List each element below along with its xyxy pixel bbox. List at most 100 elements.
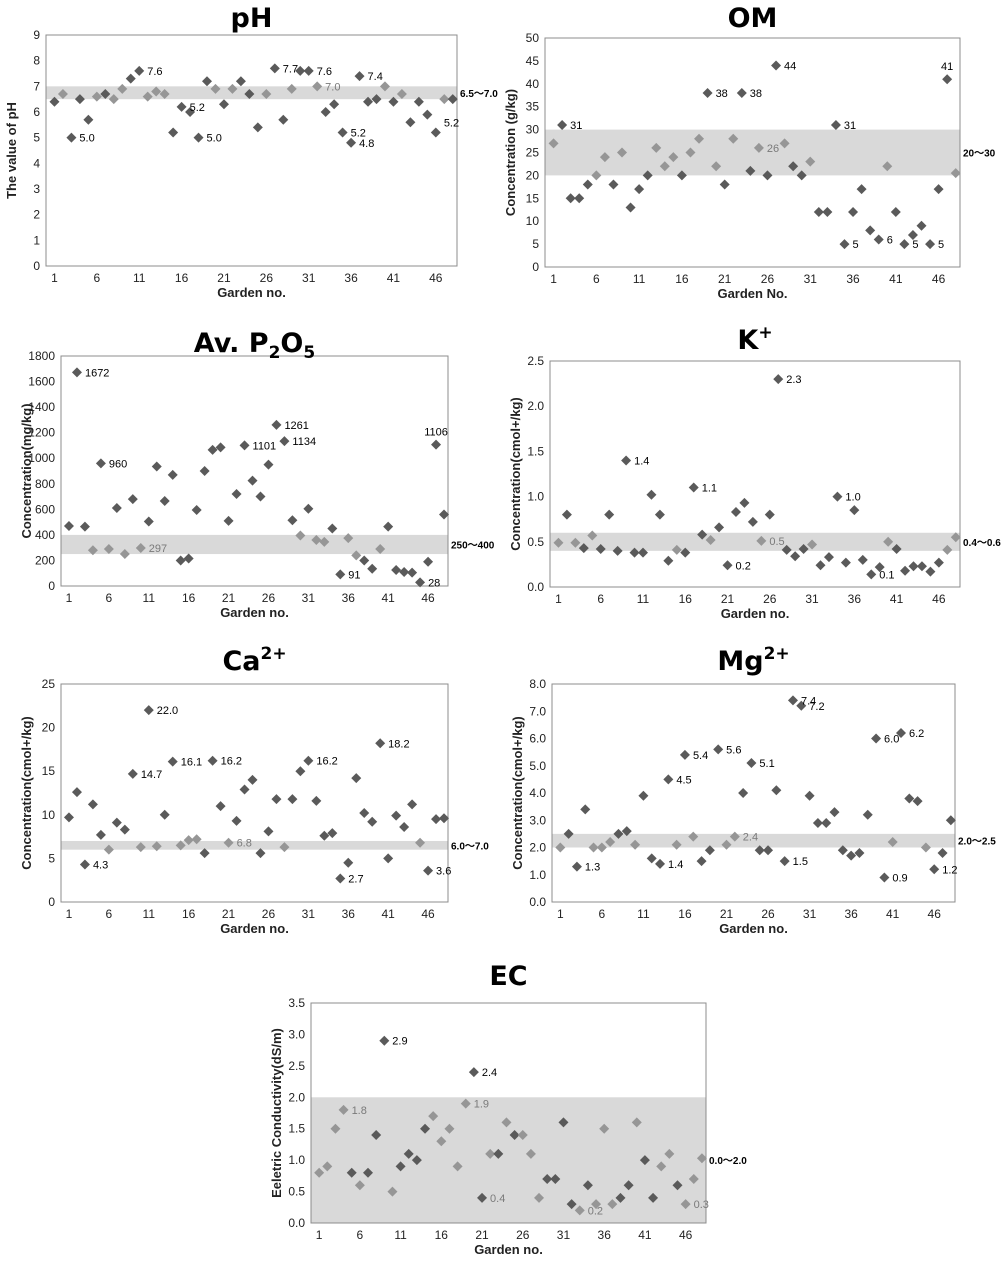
p2o5-data-point [159, 496, 170, 507]
ph-data-point [202, 76, 213, 87]
ph-data-point [235, 76, 246, 87]
om-data-point [933, 184, 944, 195]
mg-chart: Mg2+0.01.02.03.04.05.06.07.08.01 6 11 16 21 2… [510, 644, 996, 936]
om-ytick-label: 0 [532, 260, 539, 274]
mg-ytick-label: 6.0 [529, 732, 546, 746]
mg-data-point [588, 842, 599, 853]
ph-ytick-label: 9 [33, 28, 40, 42]
p2o5-data-point [367, 563, 378, 574]
ec-data-point [550, 1174, 561, 1184]
ec-data-point [436, 1136, 447, 1147]
om-data-point [634, 184, 645, 195]
ph-data-label: 4.8 [359, 138, 374, 150]
ca-data-point [223, 837, 234, 848]
ec-data-point [566, 1199, 577, 1210]
ec-data-point [607, 1199, 618, 1210]
om-ytick-label: 25 [526, 146, 540, 160]
p2o5-data-point [135, 543, 146, 554]
ec-data-point [688, 1174, 699, 1184]
ph-data-label: 5.0 [207, 133, 222, 145]
om-data-label: 5 [938, 239, 944, 251]
ca-data-point [375, 738, 386, 749]
mg-ytick-label: 2.0 [529, 841, 546, 855]
ec-xtick-label: 26 [516, 1228, 530, 1242]
k-data-label: 1.4 [634, 455, 649, 467]
mg-data-point [646, 853, 657, 864]
k-data-point [561, 509, 572, 520]
om-data-point [745, 165, 756, 176]
ca-data-point [183, 835, 194, 846]
mg-data-label: 6.0 [884, 734, 899, 746]
ca-data-point [143, 705, 154, 716]
p2o5-data-label: 1134 [292, 436, 316, 448]
ph-data-label: 7.7 [283, 63, 298, 75]
ca-data-label: 6.8 [237, 838, 252, 850]
k-data-point [637, 547, 648, 558]
ec-data-point [631, 1117, 642, 1128]
ec-ytick-label: 0.5 [288, 1185, 305, 1199]
k-data-point [621, 455, 632, 466]
ph-ytick-label: 6 [33, 105, 40, 119]
ca-xtick-label: 46 [421, 907, 435, 921]
om-data-point [617, 147, 628, 158]
mg-data-point [688, 831, 699, 842]
k-data-point [747, 516, 758, 527]
ca-xtick-label: 21 [222, 907, 236, 921]
mg-data-point [580, 804, 591, 815]
k-data-point [773, 374, 784, 385]
om-xtick-label: 46 [932, 272, 946, 286]
p2o5-data-point [103, 543, 114, 554]
om-data-point [873, 234, 884, 245]
ec-data-point [696, 1153, 707, 1164]
mg-data-point [763, 845, 774, 856]
om-xtick-label: 1 [550, 272, 557, 286]
p2o5-data-point [415, 577, 426, 588]
ca-ytick-label: 10 [42, 808, 56, 822]
mg-data-point [862, 809, 873, 820]
ec-data-point [664, 1148, 675, 1159]
ec-data-point [403, 1148, 414, 1159]
k-data-point [857, 554, 868, 565]
ec-data-point [639, 1155, 650, 1166]
ca-data-point [111, 817, 122, 828]
ph-data-point [278, 114, 289, 125]
p2o5-ytick-label: 1600 [28, 375, 55, 389]
ca-xtick-label: 11 [143, 907, 156, 921]
p2o5-data-point [199, 466, 210, 476]
k-data-point [722, 560, 733, 571]
ec-data-point [346, 1167, 357, 1178]
ca-xtick-label: 16 [182, 907, 196, 921]
ca-xtick-label: 41 [381, 907, 395, 921]
p2o5-xtick-label: 1 [66, 591, 73, 605]
ca-data-point [359, 808, 370, 819]
ca-data-point [399, 822, 410, 833]
om-data-point [582, 179, 593, 190]
mg-data-point [887, 837, 898, 848]
p2o5-ytick-label: 1000 [28, 451, 55, 465]
ph-data-point [100, 89, 111, 100]
ph-data-label: 7.6 [147, 66, 162, 78]
mg-ytick-label: 1.0 [529, 868, 546, 882]
ca-xtick-label: 6 [106, 907, 113, 921]
ca-data-point [431, 814, 442, 825]
om-xtick-label: 6 [593, 272, 600, 286]
ph-data-point [439, 94, 450, 105]
p2o5-data-point [79, 521, 90, 532]
ca-ytick-label: 25 [42, 677, 56, 691]
om-title: OM [728, 3, 778, 34]
ph-data-point [261, 89, 272, 100]
mg-data-point [796, 700, 807, 711]
ec-data-point [501, 1117, 512, 1128]
om-data-point [702, 87, 713, 98]
ec-data-point [599, 1123, 610, 1134]
mg-data-point [821, 817, 832, 828]
k-data-point [595, 544, 606, 555]
k-data-label: 0.2 [736, 560, 751, 572]
om-data-point [779, 138, 790, 149]
p2o5-data-point [63, 520, 74, 531]
ca-title: Ca2+ [222, 644, 286, 677]
k-data-point [815, 560, 826, 571]
om-data-point [651, 142, 662, 153]
p2o5-reference-band [61, 534, 448, 555]
ca-data-point [263, 826, 274, 837]
